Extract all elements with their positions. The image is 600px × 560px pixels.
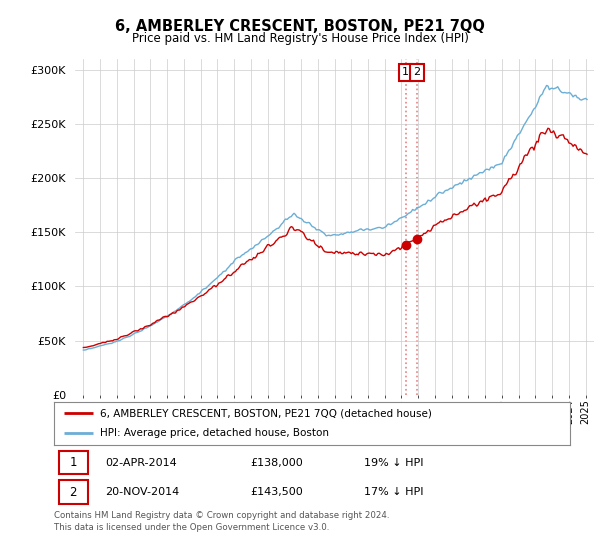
Bar	[59, 451, 88, 474]
Text: HPI: Average price, detached house, Boston: HPI: Average price, detached house, Bost…	[100, 428, 329, 438]
Text: Price paid vs. HM Land Registry's House Price Index (HPI): Price paid vs. HM Land Registry's House …	[131, 32, 469, 45]
Text: 6, AMBERLEY CRESCENT, BOSTON, PE21 7QQ: 6, AMBERLEY CRESCENT, BOSTON, PE21 7QQ	[115, 19, 485, 34]
Text: 2: 2	[413, 67, 421, 77]
Bar	[59, 480, 88, 504]
Text: 20-NOV-2014: 20-NOV-2014	[106, 487, 180, 497]
Text: 6, AMBERLEY CRESCENT, BOSTON, PE21 7QQ (detached house): 6, AMBERLEY CRESCENT, BOSTON, PE21 7QQ (…	[100, 408, 433, 418]
Text: Contains HM Land Registry data © Crown copyright and database right 2024.
This d: Contains HM Land Registry data © Crown c…	[54, 511, 389, 531]
Text: 19% ↓ HPI: 19% ↓ HPI	[364, 458, 423, 468]
Text: £143,500: £143,500	[250, 487, 303, 497]
Text: 2: 2	[70, 486, 77, 498]
Text: 1: 1	[70, 456, 77, 469]
Text: 02-APR-2014: 02-APR-2014	[106, 458, 178, 468]
Text: 17% ↓ HPI: 17% ↓ HPI	[364, 487, 423, 497]
Text: 1: 1	[402, 67, 409, 77]
Text: £138,000: £138,000	[250, 458, 303, 468]
